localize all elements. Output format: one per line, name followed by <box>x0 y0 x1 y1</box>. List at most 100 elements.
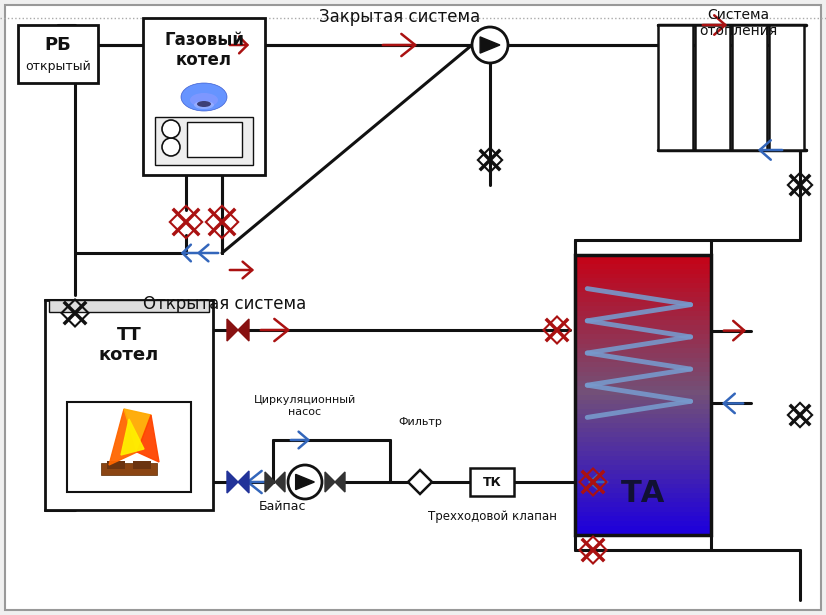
Text: Циркуляционный
насос: Циркуляционный насос <box>254 395 356 417</box>
Bar <box>575 315 711 320</box>
Bar <box>575 301 711 306</box>
Polygon shape <box>227 471 238 493</box>
Bar <box>575 371 711 376</box>
Bar <box>575 357 711 362</box>
Text: ТА: ТА <box>621 478 665 507</box>
Bar <box>575 334 711 339</box>
Polygon shape <box>296 474 315 490</box>
Polygon shape <box>238 471 249 493</box>
Bar <box>575 483 711 488</box>
Ellipse shape <box>194 101 214 109</box>
Polygon shape <box>227 319 238 341</box>
Text: Открытая система: Открытая система <box>144 295 306 313</box>
Bar <box>101 463 157 475</box>
Bar <box>575 343 711 348</box>
Bar <box>575 493 711 498</box>
Bar <box>575 455 711 461</box>
Bar <box>769 25 804 150</box>
Polygon shape <box>335 472 345 492</box>
Bar <box>575 278 711 283</box>
Bar <box>575 325 711 330</box>
Circle shape <box>162 138 180 156</box>
Bar <box>575 464 711 470</box>
Bar <box>575 394 711 400</box>
Bar <box>575 478 711 483</box>
Text: Трехходовой клапан: Трехходовой клапан <box>428 510 557 523</box>
Bar <box>575 488 711 493</box>
Bar <box>575 525 711 530</box>
Bar <box>575 474 711 479</box>
Text: открытый: открытый <box>25 60 91 73</box>
Ellipse shape <box>197 101 211 107</box>
Bar <box>575 367 711 371</box>
Bar <box>575 259 711 264</box>
Ellipse shape <box>181 83 227 111</box>
Bar <box>575 427 711 432</box>
Polygon shape <box>325 472 335 492</box>
Bar <box>575 432 711 437</box>
Text: РБ: РБ <box>45 36 71 54</box>
Bar <box>575 390 711 395</box>
Text: котел: котел <box>176 51 232 69</box>
Polygon shape <box>121 419 144 455</box>
Bar <box>575 404 711 409</box>
Bar <box>575 362 711 367</box>
Bar <box>575 329 711 335</box>
Bar <box>155 117 253 165</box>
Text: Газовый: Газовый <box>164 31 244 49</box>
Bar <box>695 25 730 150</box>
Bar <box>732 25 767 150</box>
Bar <box>575 273 711 279</box>
Bar <box>575 296 711 302</box>
Bar <box>575 408 711 414</box>
Polygon shape <box>124 409 151 452</box>
Bar <box>575 520 711 526</box>
Bar <box>575 530 711 535</box>
Bar <box>133 461 151 469</box>
Circle shape <box>288 465 322 499</box>
Bar <box>575 451 711 456</box>
Text: Байпас: Байпас <box>259 500 306 513</box>
Bar <box>575 264 711 269</box>
Bar <box>49 300 209 312</box>
Bar <box>575 292 711 297</box>
Polygon shape <box>408 470 432 494</box>
Bar <box>575 516 711 521</box>
Bar <box>575 507 711 512</box>
Bar <box>575 385 711 391</box>
Polygon shape <box>109 409 137 465</box>
Bar <box>575 269 711 274</box>
Bar <box>470 468 514 496</box>
Bar <box>107 461 125 469</box>
Polygon shape <box>275 472 285 492</box>
Bar <box>575 376 711 381</box>
Polygon shape <box>238 319 249 341</box>
Bar <box>187 122 242 157</box>
Polygon shape <box>480 37 500 53</box>
Bar <box>67 402 191 492</box>
Bar <box>575 423 711 427</box>
Bar <box>575 311 711 315</box>
Bar <box>575 437 711 442</box>
Bar <box>658 25 693 150</box>
Text: ТК: ТК <box>482 475 501 488</box>
Text: Система
отопления: Система отопления <box>699 8 777 38</box>
Bar <box>575 441 711 446</box>
Bar <box>143 18 265 175</box>
Polygon shape <box>265 472 275 492</box>
Text: Фильтр: Фильтр <box>398 417 442 427</box>
Bar <box>575 287 711 292</box>
Polygon shape <box>137 415 159 462</box>
Bar <box>575 282 711 288</box>
Bar <box>45 300 213 510</box>
Bar <box>575 460 711 465</box>
Bar <box>575 413 711 418</box>
Bar <box>575 255 711 535</box>
Bar <box>575 497 711 502</box>
Bar <box>575 502 711 507</box>
Circle shape <box>162 120 180 138</box>
Text: ТТ
котел: ТТ котел <box>99 325 159 365</box>
Bar <box>18 25 98 83</box>
Bar <box>575 255 711 260</box>
Bar <box>575 511 711 517</box>
